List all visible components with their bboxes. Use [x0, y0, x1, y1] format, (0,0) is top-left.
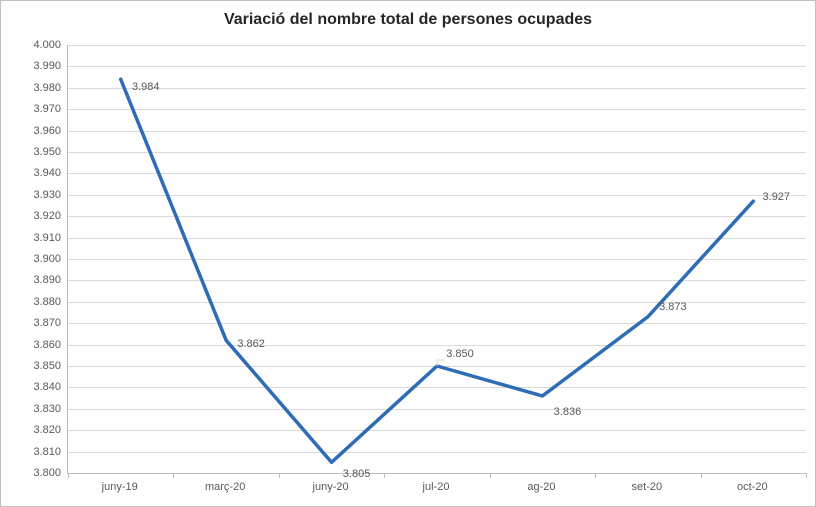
data-label: 3.927: [763, 191, 791, 203]
y-tick-label: 3.980: [19, 82, 61, 94]
x-tick-label: jul-20: [423, 481, 450, 493]
y-tick-label: 3.860: [19, 339, 61, 351]
x-tick-label: juny-20: [313, 481, 349, 493]
y-tick-label: 4.000: [19, 39, 61, 51]
y-tick-label: 3.910: [19, 232, 61, 244]
x-tick-mark: [68, 473, 69, 478]
line-series: [68, 45, 806, 473]
data-label: 3.984: [132, 81, 160, 93]
data-label: 3.862: [237, 338, 265, 350]
x-tick-label: març-20: [205, 481, 245, 493]
x-tick-label: juny-19: [102, 481, 138, 493]
x-tick-mark: [384, 473, 385, 478]
y-tick-label: 3.840: [19, 381, 61, 393]
data-label: 3.836: [554, 406, 582, 418]
x-tick-mark: [595, 473, 596, 478]
y-tick-label: 3.820: [19, 424, 61, 436]
y-tick-label: 3.800: [19, 467, 61, 479]
y-tick-label: 3.940: [19, 167, 61, 179]
data-label: 3.850: [446, 348, 474, 360]
y-tick-label: 3.810: [19, 446, 61, 458]
y-tick-label: 3.930: [19, 189, 61, 201]
x-tick-mark: [701, 473, 702, 478]
x-tick-label: set-20: [632, 481, 663, 493]
y-tick-label: 3.990: [19, 60, 61, 72]
chart-title: Variació del nombre total de persones oc…: [1, 11, 815, 29]
y-tick-label: 3.900: [19, 253, 61, 265]
y-tick-label: 3.960: [19, 125, 61, 137]
y-tick-label: 3.920: [19, 210, 61, 222]
y-tick-label: 3.880: [19, 296, 61, 308]
data-label: 3.873: [659, 301, 687, 313]
y-tick-label: 3.830: [19, 403, 61, 415]
y-tick-label: 3.950: [19, 146, 61, 158]
x-tick-mark: [279, 473, 280, 478]
y-tick-label: 3.870: [19, 317, 61, 329]
x-tick-label: oct-20: [737, 481, 768, 493]
x-tick-mark: [173, 473, 174, 478]
y-tick-label: 3.970: [19, 103, 61, 115]
x-tick-mark: [490, 473, 491, 478]
y-tick-label: 3.890: [19, 274, 61, 286]
x-tick-mark: [806, 473, 807, 478]
x-tick-label: ag-20: [527, 481, 555, 493]
data-label: 3.805: [343, 468, 371, 480]
line-chart: Variació del nombre total de persones oc…: [0, 0, 816, 507]
plot-area: [67, 45, 806, 474]
y-tick-label: 3.850: [19, 360, 61, 372]
